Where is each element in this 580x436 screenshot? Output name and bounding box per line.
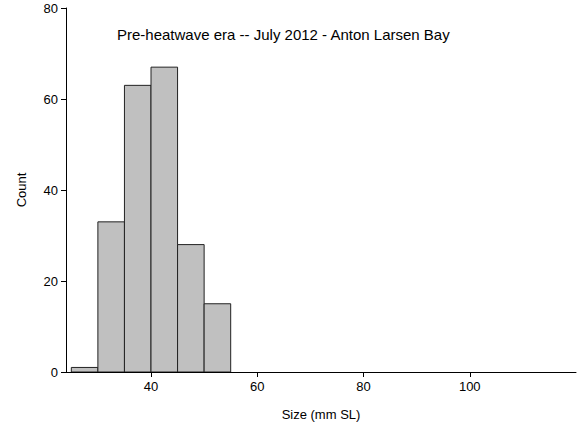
svg-text:Pre-heatwave era -- July 2012: Pre-heatwave era -- July 2012 - Anton La…: [117, 26, 450, 43]
svg-text:60: 60: [250, 379, 264, 394]
svg-text:40: 40: [44, 183, 58, 198]
svg-text:100: 100: [459, 379, 481, 394]
svg-text:80: 80: [356, 379, 370, 394]
svg-text:Count: Count: [14, 172, 29, 207]
svg-text:20: 20: [44, 274, 58, 289]
svg-text:80: 80: [44, 1, 58, 16]
svg-text:Size (mm SL): Size (mm SL): [282, 407, 361, 422]
svg-text:60: 60: [44, 92, 58, 107]
svg-text:40: 40: [144, 379, 158, 394]
svg-text:0: 0: [51, 365, 58, 380]
